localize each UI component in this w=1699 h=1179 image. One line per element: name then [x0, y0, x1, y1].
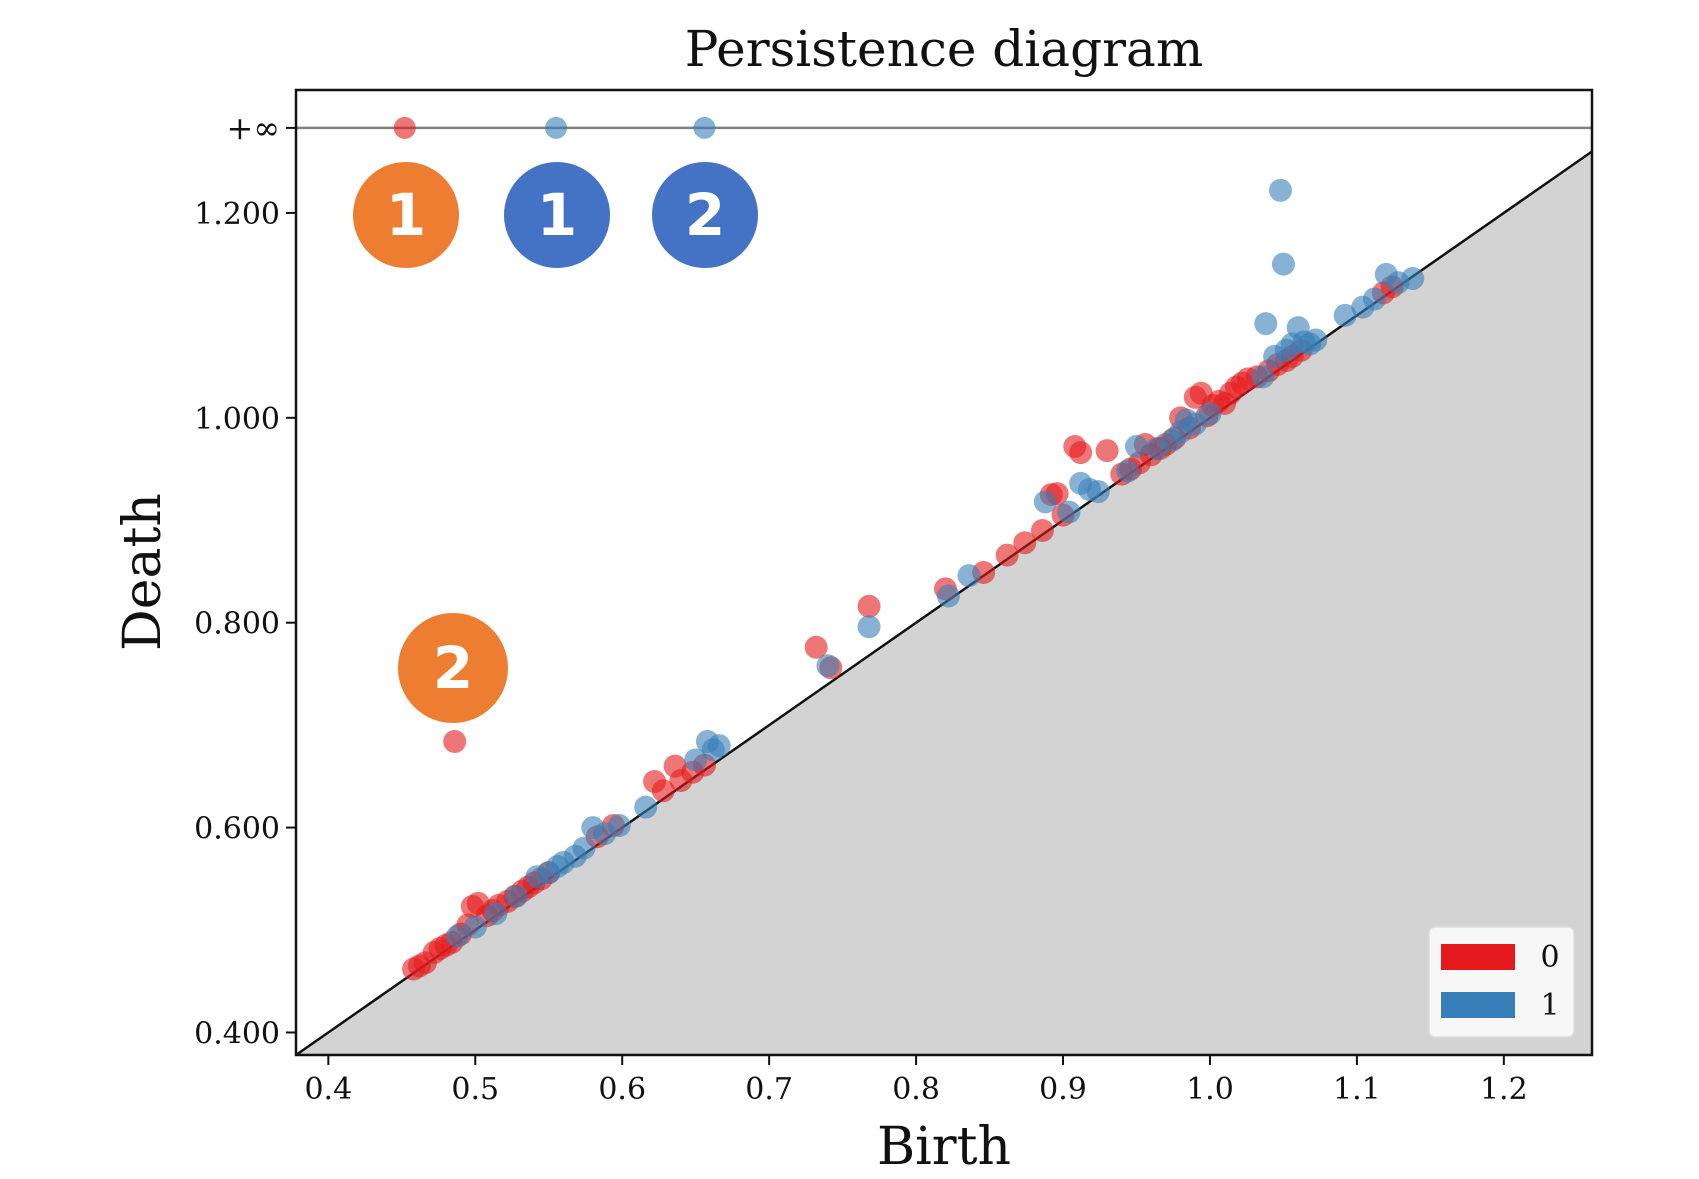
- persistence-point: [1268, 178, 1292, 202]
- x-tick-label: 0.6: [598, 1072, 646, 1107]
- persistence-point: [1333, 303, 1357, 327]
- persistence-point: [651, 779, 675, 803]
- annotation-orange-2: 2: [398, 613, 508, 723]
- persistence-point: [857, 594, 881, 618]
- persistence-point: [1033, 490, 1057, 514]
- persistence-point: [463, 915, 487, 939]
- y-axis-ticks: 0.400 0.600 0.800 1.000 1.200: [194, 197, 296, 1051]
- persistence-point: [634, 795, 658, 819]
- persistence-point: [443, 730, 467, 754]
- persistence-point: [1198, 402, 1222, 426]
- legend-label-0: 0: [1540, 940, 1559, 975]
- annotation-blue-2: 2: [652, 162, 758, 268]
- x-tick-label: 0.7: [745, 1072, 793, 1107]
- points-layer: [393, 116, 1425, 981]
- y-tick-label: 0.400: [194, 1016, 280, 1051]
- annotation-circle: [353, 162, 459, 268]
- annotation-circle: [398, 613, 508, 723]
- infinite-point: [393, 116, 416, 139]
- y-axis-label: Death: [113, 493, 173, 651]
- persistence-point: [1095, 439, 1119, 463]
- x-tick-label: 1.0: [1186, 1072, 1234, 1107]
- plot-area: [294, 88, 1594, 1057]
- x-axis-label: Birth: [877, 1117, 1011, 1177]
- chart-title: Persistence diagram: [685, 20, 1204, 78]
- infinity-tick: +∞: [227, 109, 296, 147]
- persistence-point: [684, 748, 708, 772]
- x-axis-ticks: 0.4 0.5 0.6 0.7 0.8 0.9 1.0 1.1 1.2: [304, 1055, 1528, 1107]
- annotation-number: 1: [537, 181, 577, 249]
- x-tick-label: 1.1: [1333, 1072, 1381, 1107]
- infinite-point: [693, 116, 716, 139]
- annotation-blue-1: 1: [504, 162, 610, 268]
- persistence-point: [607, 814, 631, 838]
- infinite-point: [545, 116, 568, 139]
- persistence-point: [1401, 266, 1425, 290]
- persistence-point: [1254, 312, 1278, 336]
- infinity-tick-label: +∞: [227, 109, 280, 147]
- legend-swatch-0: [1441, 944, 1515, 970]
- persistence-point: [995, 543, 1019, 567]
- y-tick-label: 0.800: [194, 607, 280, 642]
- annotation-number: 1: [386, 181, 426, 249]
- persistence-point: [484, 902, 508, 926]
- persistence-point: [504, 884, 528, 908]
- x-tick-label: 0.5: [451, 1072, 499, 1107]
- legend: 0 1: [1428, 926, 1575, 1038]
- persistence-point: [1363, 287, 1387, 311]
- x-tick-label: 0.9: [1039, 1072, 1087, 1107]
- annotation-circle: [504, 162, 610, 268]
- annotations-layer: 1 1 2 2: [353, 162, 758, 723]
- persistence-point: [1251, 365, 1275, 389]
- annotation-orange-1: 1: [353, 162, 459, 268]
- persistence-point: [1086, 480, 1110, 504]
- annotation-circle: [652, 162, 758, 268]
- x-tick-label: 0.8: [892, 1072, 940, 1107]
- persistence-point: [857, 615, 881, 639]
- legend-label-1: 1: [1540, 988, 1559, 1023]
- annotation-number: 2: [433, 634, 473, 702]
- persistence-point: [1304, 328, 1328, 352]
- plot-frame: [294, 88, 1594, 1057]
- persistence-point: [816, 654, 840, 678]
- legend-swatch-1: [1441, 992, 1515, 1018]
- persistence-point: [572, 836, 596, 860]
- x-tick-label: 0.4: [304, 1072, 352, 1107]
- y-tick-label: 1.000: [194, 402, 280, 437]
- y-tick-label: 0.600: [194, 812, 280, 847]
- persistence-point: [1069, 441, 1093, 465]
- x-tick-label: 1.2: [1480, 1072, 1528, 1107]
- persistence-point: [1271, 252, 1295, 276]
- series-1-points: [446, 116, 1425, 948]
- y-tick-label: 1.200: [194, 197, 280, 232]
- persistence-point: [1057, 500, 1081, 524]
- persistence-point: [1116, 459, 1140, 483]
- persistence-point: [446, 924, 470, 948]
- persistence-point: [1030, 518, 1054, 542]
- annotation-number: 2: [685, 181, 725, 249]
- persistence-point: [936, 584, 960, 608]
- persistence-point: [957, 564, 981, 588]
- persistence-point: [1124, 434, 1148, 458]
- persistence-point: [804, 635, 828, 659]
- persistence-point: [707, 734, 731, 758]
- persistence-point: [1013, 531, 1037, 555]
